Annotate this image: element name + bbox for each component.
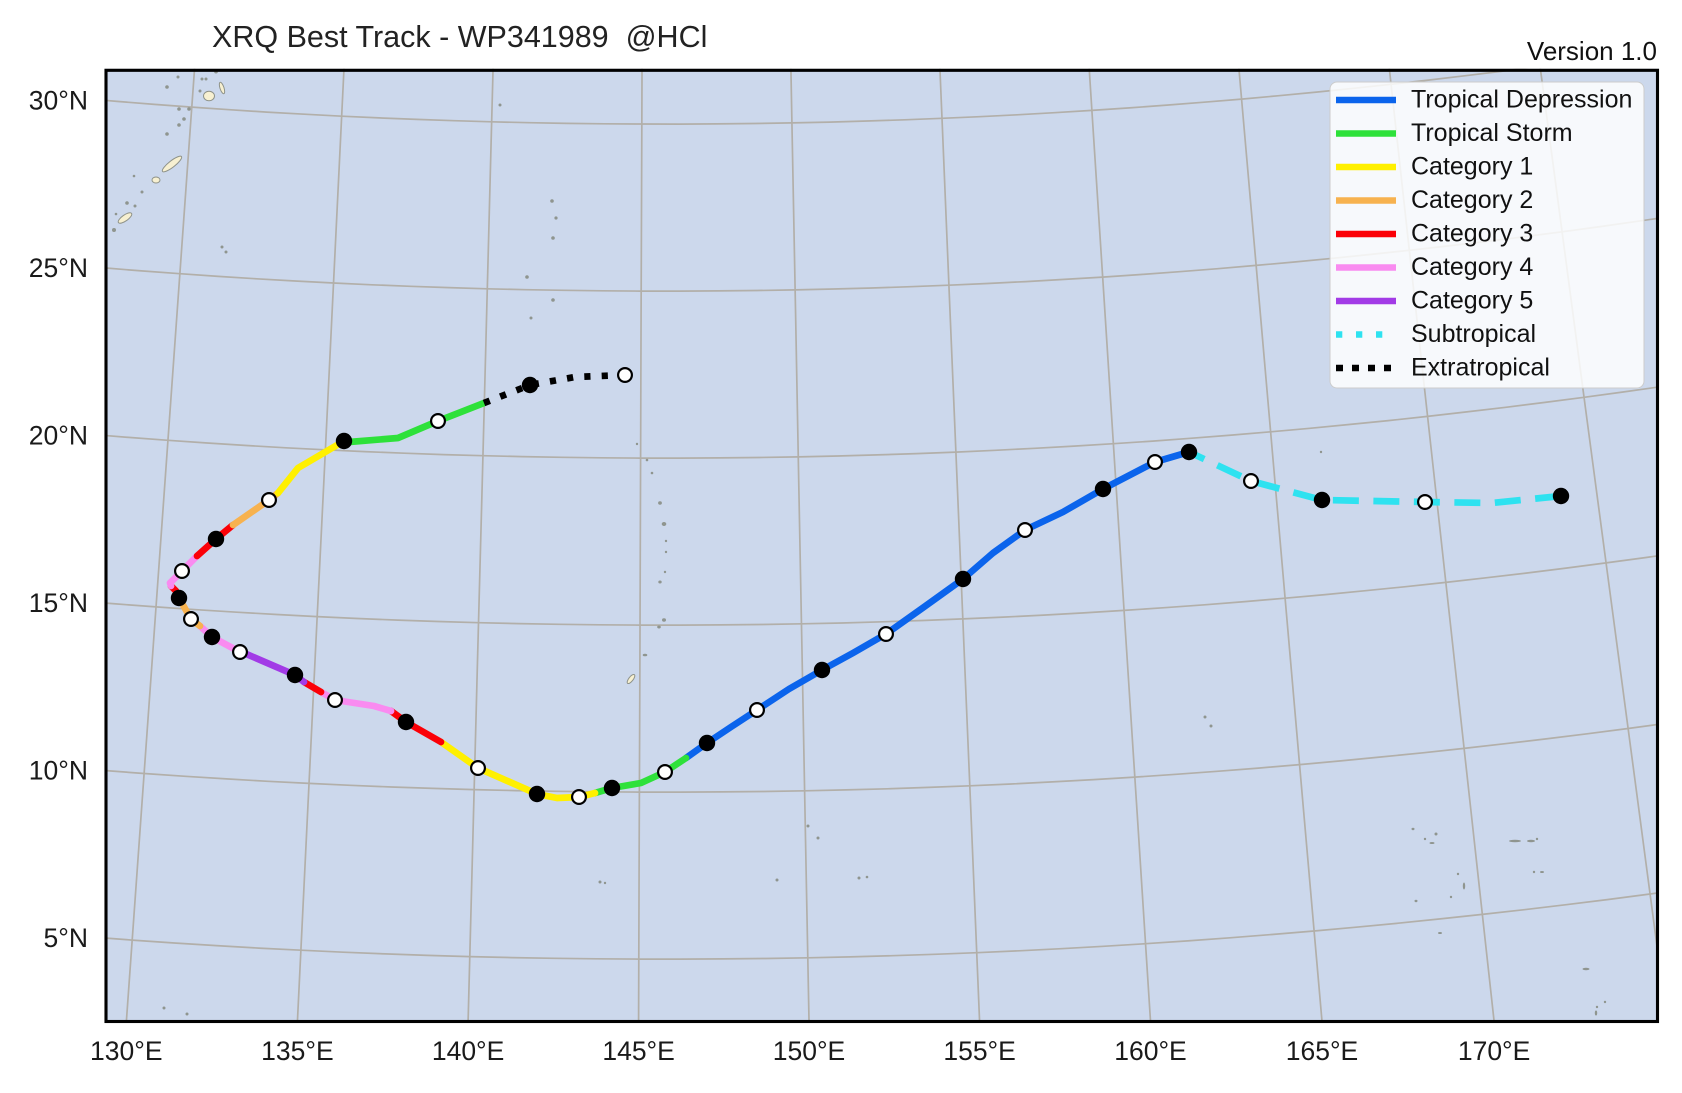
svg-text:Category 1: Category 1 — [1411, 153, 1533, 181]
svg-text:145°E: 145°E — [602, 1036, 675, 1066]
svg-text:130°E: 130°E — [90, 1036, 163, 1066]
svg-text:30°N: 30°N — [29, 85, 88, 115]
svg-text:140°E: 140°E — [432, 1036, 505, 1066]
svg-text:15°N: 15°N — [29, 588, 88, 618]
svg-text:XRQ Best Track - WP341989 @HC: XRQ Best Track - WP341989 @HCl — [212, 20, 707, 54]
svg-text:135°E: 135°E — [261, 1036, 334, 1066]
svg-text:Tropical Depression: Tropical Depression — [1411, 86, 1632, 114]
svg-text:Tropical Storm: Tropical Storm — [1411, 119, 1573, 147]
svg-text:155°E: 155°E — [943, 1036, 1016, 1066]
svg-text:Category 5: Category 5 — [1411, 287, 1533, 315]
svg-text:150°E: 150°E — [773, 1036, 846, 1066]
svg-text:Category 4: Category 4 — [1411, 253, 1533, 281]
svg-text:10°N: 10°N — [29, 756, 88, 786]
svg-text:Subtropical: Subtropical — [1411, 320, 1536, 348]
svg-text:20°N: 20°N — [29, 421, 88, 451]
svg-text:Category 3: Category 3 — [1411, 220, 1533, 248]
svg-text:Extratropical: Extratropical — [1411, 354, 1550, 382]
svg-text:165°E: 165°E — [1286, 1036, 1359, 1066]
svg-text:25°N: 25°N — [29, 253, 88, 283]
svg-text:170°E: 170°E — [1458, 1036, 1531, 1066]
svg-text:5°N: 5°N — [44, 923, 88, 953]
svg-text:Category 2: Category 2 — [1411, 186, 1533, 214]
svg-text:Version 1.0: Version 1.0 — [1527, 36, 1657, 66]
svg-text:160°E: 160°E — [1114, 1036, 1187, 1066]
